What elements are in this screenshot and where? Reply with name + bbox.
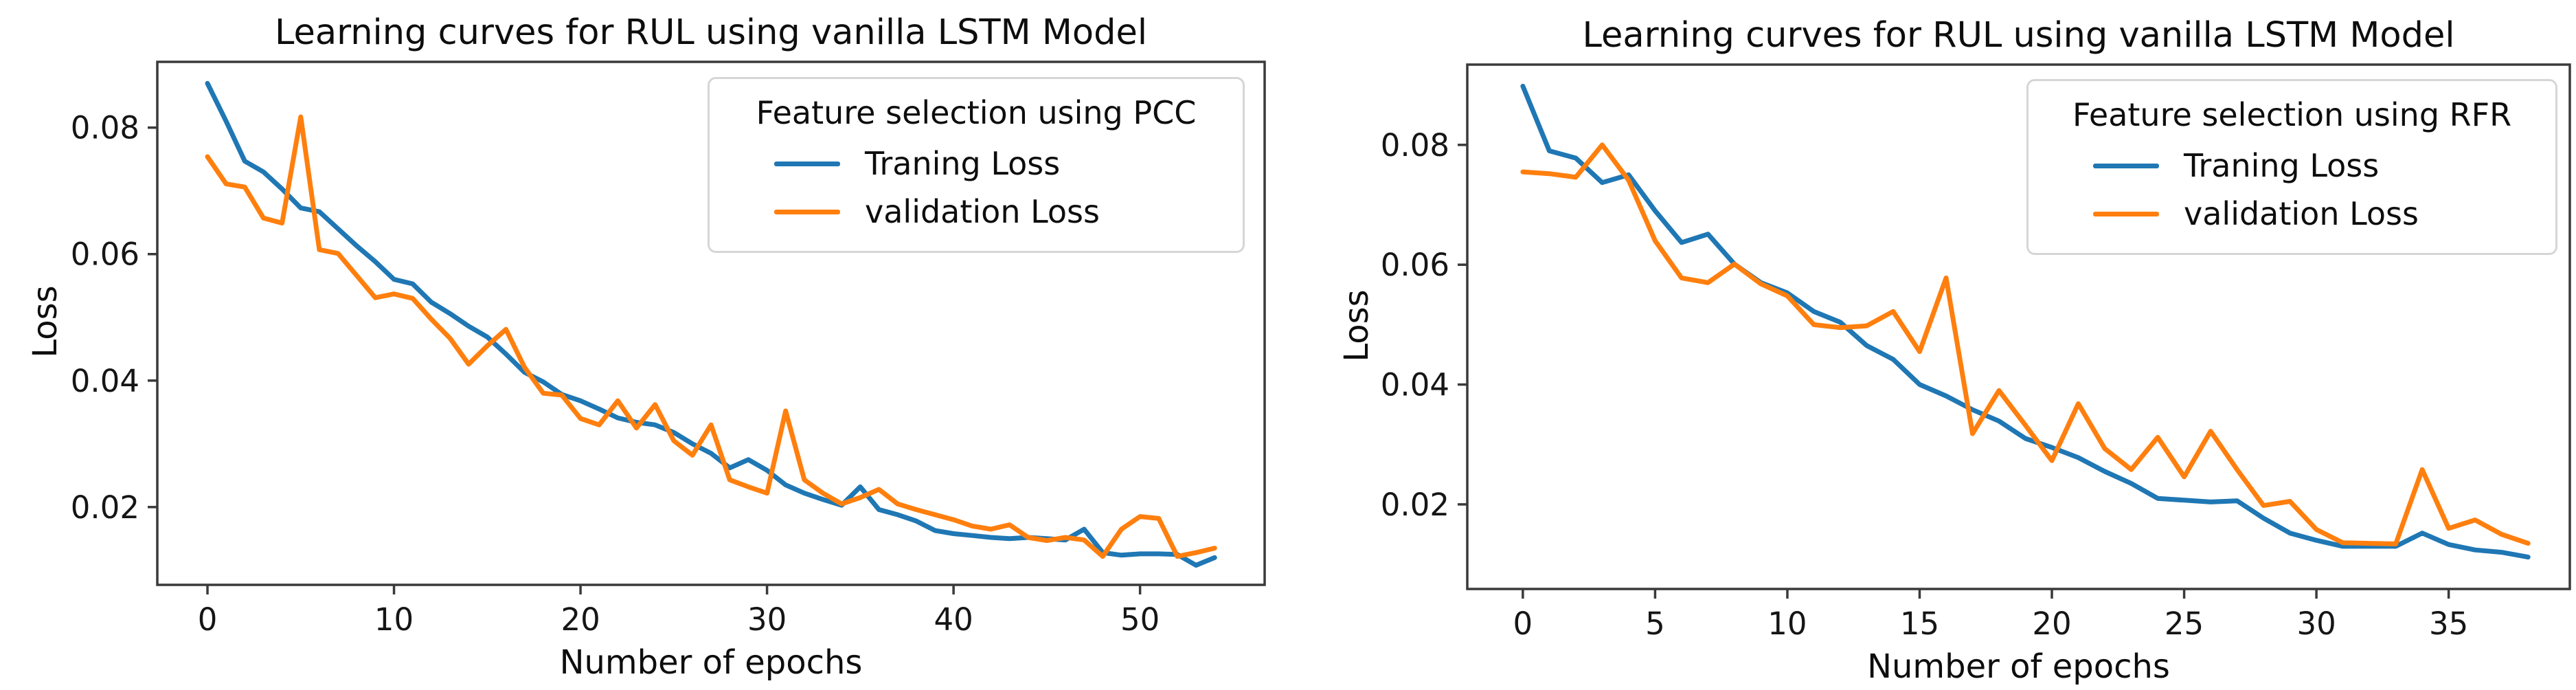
training-loss-line-sample [2093, 163, 2159, 168]
x-axis-label-rfr: Number of epochs [1867, 647, 2170, 686]
y-tick-label: 0.02 [71, 489, 139, 526]
y-tick-label: 0.08 [1381, 127, 1449, 164]
legend-row-training: Traning Loss [2029, 147, 2555, 184]
x-tick-label: 0 [198, 601, 218, 638]
x-tick-label: 0 [1513, 605, 1533, 642]
plot-frame [156, 60, 1266, 586]
plot-area-rfr: 0 5 10 15 20 25 30 35 0.02 0.04 0.06 0.08 [1381, 63, 2571, 642]
legend-label-validation: validation Loss [865, 193, 1100, 230]
x-tick-label: 15 [1900, 605, 1939, 642]
legend-label-training: Traning Loss [2184, 147, 2380, 184]
legend-title-pcc: Feature selection using PCC [756, 94, 1197, 131]
y-tick-label: 0.08 [71, 110, 139, 146]
validation-loss-line [205, 114, 1217, 559]
y-axis-label-pcc: Loss [26, 285, 65, 358]
plot-area-pcc: 0 10 20 30 40 50 0.02 0.04 0.06 0.08 [71, 60, 1266, 638]
training-loss-line [1520, 83, 2531, 560]
x-tick-label: 20 [561, 601, 600, 638]
legend-pcc: Feature selection using PCC Traning Loss… [708, 77, 1245, 253]
x-tick-label: 20 [2032, 605, 2071, 642]
y-tick-label: 0.04 [1381, 367, 1449, 403]
x-tick-label: 10 [374, 601, 414, 638]
x-tick-label: 25 [2165, 605, 2204, 642]
x-tick-label: 5 [1645, 605, 1665, 642]
y-tick-label: 0.06 [71, 236, 139, 273]
legend-rfr: Feature selection using RFR Traning Loss… [2026, 79, 2557, 255]
x-tick-label: 35 [2429, 605, 2468, 642]
legend-row-training: Traning Loss [710, 145, 1243, 182]
validation-loss-line-sample [2093, 211, 2159, 216]
x-tick-label: 30 [747, 601, 787, 638]
legend-label-training: Traning Loss [865, 145, 1061, 182]
y-tick-label: 0.04 [71, 363, 139, 399]
chart-title-rfr: Learning curves for RUL using vanilla LS… [1582, 15, 2455, 56]
validation-loss-line [1520, 142, 2531, 546]
y-tick-label: 0.06 [1381, 247, 1449, 283]
y-tick-label: 0.02 [1381, 487, 1449, 523]
legend-label-validation: validation Loss [2184, 195, 2419, 232]
y-axis-label-rfr: Loss [1337, 289, 1376, 362]
x-tick-label: 50 [1120, 601, 1160, 638]
x-axis-label-pcc: Number of epochs [559, 643, 863, 682]
legend-title-rfr: Feature selection using RFR [2072, 96, 2512, 133]
plot-frame [1466, 63, 2571, 590]
chart-title-pcc: Learning curves for RUL using vanilla LS… [275, 12, 1147, 53]
legend-row-validation: validation Loss [2029, 195, 2555, 232]
x-tick-label: 30 [2296, 605, 2336, 642]
legend-row-validation: validation Loss [710, 193, 1243, 230]
x-tick-label: 40 [934, 601, 973, 638]
training-loss-line-sample [774, 161, 840, 166]
x-tick-label: 10 [1767, 605, 1807, 642]
validation-loss-line-sample [774, 209, 840, 214]
